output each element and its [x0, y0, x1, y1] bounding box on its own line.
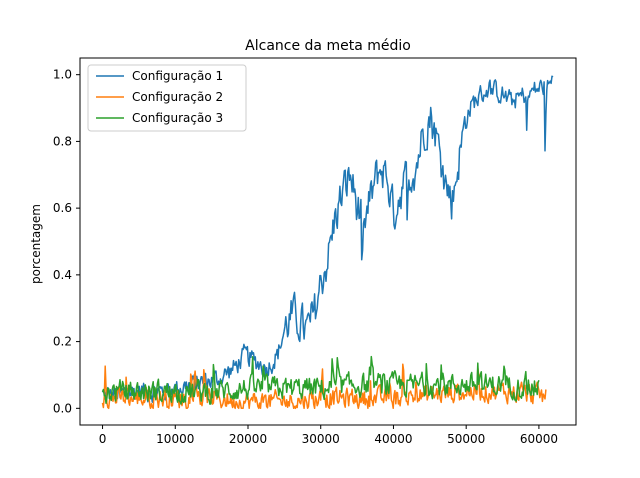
- chart-title: Alcance da meta médio: [245, 38, 411, 54]
- x-tick-label: 10000: [156, 432, 194, 446]
- y-tick-label: 0.2: [53, 335, 72, 349]
- plot-area: [101, 75, 554, 410]
- x-tick-label: 40000: [374, 432, 412, 446]
- x-tick-label: 50000: [447, 432, 485, 446]
- y-tick-label: 0.8: [53, 134, 72, 148]
- x-tick-label: 30000: [302, 432, 340, 446]
- y-axis-label: porcentagem: [29, 204, 43, 284]
- y-tick-label: 0.4: [53, 268, 72, 282]
- legend-box: [87, 64, 247, 132]
- x-tick-label: 20000: [229, 432, 267, 446]
- x-tick-label: 60000: [520, 432, 558, 446]
- y-tick-label: 1.0: [53, 68, 72, 82]
- legend-label-2: Configuração 2: [132, 90, 223, 104]
- x-tick-label: 0: [99, 432, 107, 446]
- series-line-3: [101, 355, 540, 405]
- legend-label-1: Configuração 1: [132, 69, 223, 83]
- y-tick-label: 0.0: [53, 401, 72, 415]
- y-tick-label: 0.6: [53, 201, 72, 215]
- legend-label-3: Configuração 3: [132, 111, 223, 125]
- axes-frame: [79, 57, 577, 426]
- legend: Configuração 1 Configuração 2 Configuração…: [87, 64, 247, 132]
